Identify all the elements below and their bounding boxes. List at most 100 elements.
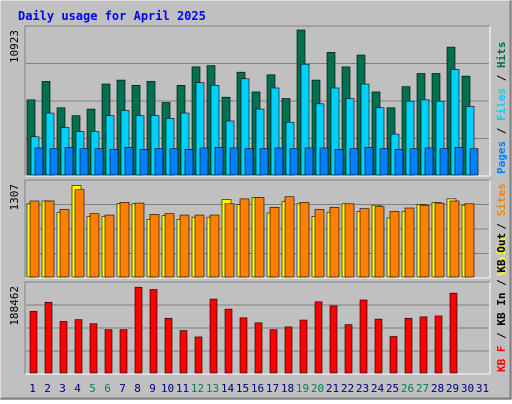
bar-kb-f-day-12 [194,336,203,374]
x-tick-label: 23 [356,382,369,395]
bar-pages-day-3 [64,147,74,176]
bar-sites-day-26 [404,207,415,278]
x-tick-label: 24 [371,382,385,395]
legend-sites: Sites [495,183,508,216]
x-tick-label: 30 [461,382,474,395]
x-tick-label: 1 [29,382,36,395]
bar-pages-day-5 [94,148,104,176]
bar-kb-f-day-29 [449,292,458,374]
bar-sites-day-25 [389,211,400,278]
bar-kb-f-day-24 [374,318,383,374]
bar-pages-day-20 [319,147,329,176]
legend-kb-f: KB F [495,346,508,373]
bar-kb-f-day-15 [239,317,248,374]
x-tick-label: 7 [119,382,126,395]
x-tick-label: 26 [401,382,414,395]
bar-kb-f-day-10 [164,317,173,374]
bar-kb-f-day-25 [389,336,398,374]
bar-pages-day-11 [184,148,194,176]
bar-kb-f-day-8 [134,286,143,374]
bar-sites-day-7 [119,202,130,278]
bar-pages-day-29 [454,147,464,176]
bar-pages-day-6 [109,148,119,176]
panel-2-max-label: 1307 [8,184,21,211]
legend-visits: Visits [495,236,508,276]
x-tick-label: 29 [446,382,459,395]
x-tick-label: 4 [74,382,81,395]
bar-sites-day-18 [284,196,295,278]
bar-sites-day-6 [104,214,115,278]
bar-pages-day-7 [124,147,134,176]
panel-1-legend: Pages / Files / Hits [495,42,508,175]
bar-pages-day-14 [229,147,239,176]
x-tick-label: 2 [44,382,51,395]
bar-pages-day-26 [409,148,419,176]
x-tick-label: 21 [326,382,339,395]
x-tick-label: 6 [104,382,111,395]
bar-pages-day-19 [304,147,314,176]
bar-pages-day-23 [364,147,374,176]
bar-sites-day-30 [464,203,475,278]
bar-kb-f-day-23 [359,299,368,374]
bar-kb-f-day-19 [299,319,308,374]
bar-kb-f-day-2 [44,301,53,374]
bar-pages-day-16 [259,148,269,176]
legend-kb-in: KB In [495,293,508,326]
bar-sites-day-28 [434,202,445,278]
bar-pages-day-21 [334,148,344,176]
bar-sites-day-11 [179,214,190,278]
bar-kb-f-day-22 [344,324,353,374]
bar-sites-day-5 [89,213,100,278]
bar-pages-day-10 [169,148,179,176]
x-tick-label: 28 [431,382,444,395]
bar-kb-f-day-3 [59,321,68,374]
bar-sites-day-3 [59,209,70,278]
x-tick-label: 9 [149,382,156,395]
bar-sites-day-15 [239,198,250,278]
x-tick-label: 18 [281,382,294,395]
bar-pages-day-28 [439,148,449,176]
bar-kb-f-day-16 [254,322,263,374]
panel-3-legend: KB F / KB In / KB Out [495,233,508,372]
bar-kb-f-day-26 [404,317,413,374]
legend-files: Files [495,88,508,121]
bar-sites-day-24 [374,206,385,278]
bar-sites-day-23 [359,208,370,278]
bar-sites-day-14 [224,203,235,278]
bar-kb-f-day-5 [89,323,98,374]
x-tick-label: 8 [134,382,141,395]
bar-sites-day-12 [194,214,205,278]
bar-sites-day-17 [269,207,280,278]
bar-pages-day-25 [394,148,404,176]
bar-pages-day-17 [274,147,284,176]
bar-sites-day-27 [419,204,430,278]
bar-kb-f-day-13 [209,298,218,374]
bar-pages-day-30 [469,148,479,176]
bar-kb-f-day-11 [179,330,188,374]
bar-sites-day-2 [44,200,55,278]
x-tick-label: 3 [59,382,66,395]
panel-2-legend: Visits / Sites [495,183,508,276]
legend-hits: Hits [495,42,508,69]
bar-kb-f-day-7 [119,329,128,374]
x-tick-label: 25 [386,382,399,395]
x-tick-label: 10 [161,382,174,395]
bar-sites-day-16 [254,197,265,278]
bar-pages-day-18 [289,148,299,176]
bar-pages-day-24 [379,148,389,176]
bar-sites-day-19 [299,202,310,278]
bar-kb-f-day-14 [224,308,233,374]
bar-kb-f-day-28 [434,315,443,374]
bar-kb-f-day-6 [104,329,113,374]
panel-3-max-label: 188462 [8,286,21,326]
x-tick-label: 16 [251,382,264,395]
bar-sites-day-20 [314,209,325,278]
bar-pages-day-2 [49,148,59,176]
x-tick-label: 11 [176,382,189,395]
bar-sites-day-13 [209,214,220,278]
x-tick-label: 14 [221,382,235,395]
bar-kb-f-day-17 [269,329,278,374]
bar-pages-day-1 [34,147,44,176]
